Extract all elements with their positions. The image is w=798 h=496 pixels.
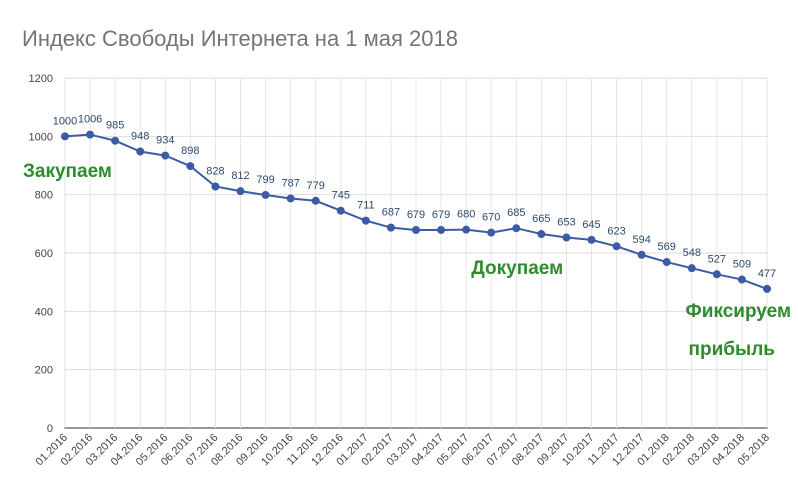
data-label: 509 <box>733 259 751 271</box>
data-point <box>111 136 120 145</box>
data-point <box>437 225 446 234</box>
data-point <box>537 230 546 239</box>
data-label: 898 <box>181 145 199 157</box>
chart-title: Индекс Свободы Интернета на 1 мая 2018 <box>22 26 458 51</box>
data-label: 799 <box>256 174 274 186</box>
data-label: 623 <box>607 225 625 237</box>
data-point <box>487 228 496 237</box>
data-label: 787 <box>281 177 299 189</box>
data-point <box>361 216 370 225</box>
data-point <box>412 225 420 234</box>
data-label: 687 <box>382 207 400 219</box>
data-label: 828 <box>206 166 224 178</box>
data-label: 745 <box>332 190 350 202</box>
data-label: 645 <box>582 219 600 231</box>
data-point <box>612 242 621 251</box>
data-label: 569 <box>658 241 676 253</box>
data-point <box>386 223 395 232</box>
data-point <box>637 250 646 259</box>
data-point <box>737 275 746 284</box>
data-point <box>662 258 671 267</box>
y-axis: 0 200 400 600 800 1000 1200 <box>29 73 53 435</box>
data-point <box>336 206 345 215</box>
data-label: 711 <box>357 200 375 212</box>
data-point <box>462 225 471 234</box>
data-point <box>311 196 320 205</box>
data-point <box>261 190 270 199</box>
annotations: Закупаем Докупаем Фиксируем прибыль <box>23 161 791 360</box>
data-point <box>236 187 245 196</box>
annotation-text: Докупаем <box>471 258 563 279</box>
data-point <box>587 235 596 244</box>
data-point <box>61 132 69 141</box>
data-point <box>687 264 696 273</box>
data-point <box>763 284 771 293</box>
data-label: 653 <box>557 217 575 229</box>
data-label: 665 <box>532 213 550 225</box>
data-label: 527 <box>708 253 726 265</box>
data-point <box>211 182 220 191</box>
data-point <box>86 130 95 139</box>
data-label: 948 <box>131 131 149 143</box>
annotation-text: Закупаем <box>23 161 112 182</box>
data-label: 548 <box>683 247 701 259</box>
data-label: 934 <box>156 135 174 147</box>
data-label: 985 <box>106 120 124 132</box>
annotation-text: Фиксируем <box>686 301 791 322</box>
data-label: 1006 <box>78 114 102 126</box>
data-point <box>286 194 295 203</box>
data-label: 594 <box>632 234 650 246</box>
data-label: 779 <box>307 180 325 192</box>
data-label: 812 <box>231 170 249 182</box>
y-tick-label: 400 <box>35 306 53 318</box>
data-label: 670 <box>482 212 500 224</box>
data-label: 685 <box>507 207 525 219</box>
data-points <box>61 130 771 293</box>
data-point <box>186 162 195 171</box>
y-tick-label: 800 <box>35 190 53 202</box>
y-tick-label: 1200 <box>29 73 53 85</box>
data-label: 477 <box>758 268 776 280</box>
data-label: 1000 <box>53 115 77 127</box>
data-label: 680 <box>457 209 475 221</box>
data-point <box>161 151 170 160</box>
y-tick-label: 0 <box>47 423 53 435</box>
data-point <box>562 233 571 242</box>
data-point <box>512 224 521 233</box>
data-label: 679 <box>407 209 425 221</box>
data-point <box>136 147 145 156</box>
data-label: 679 <box>432 209 450 221</box>
y-tick-label: 200 <box>35 365 53 377</box>
data-labels: 1000 1006 985 948 934 898 828 812 799 787 779 745 71… <box>53 114 776 280</box>
y-tick-label: 600 <box>35 248 53 260</box>
data-point <box>712 270 721 279</box>
y-tick-label: 1000 <box>29 131 53 143</box>
annotation-text: прибыль <box>689 339 775 360</box>
x-axis: 01.201602.201603.201604.201605.201606.20… <box>34 432 773 469</box>
